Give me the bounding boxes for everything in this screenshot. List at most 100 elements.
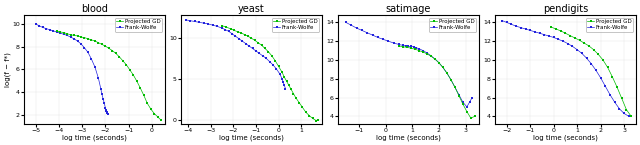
Projected GD — [248, 37, 255, 39]
Frank-Wolfe — [200, 22, 207, 24]
Projected GD — [419, 51, 427, 53]
Frank-Wolfe — [273, 68, 280, 70]
Frank-Wolfe — [235, 38, 243, 40]
Projected GD — [234, 31, 242, 33]
Projected GD — [427, 55, 435, 57]
Projected GD — [77, 36, 85, 38]
Projected GD — [571, 37, 579, 39]
Frank-Wolfe — [269, 64, 277, 66]
Frank-Wolfe — [399, 45, 407, 46]
Projected GD — [129, 74, 137, 76]
Projected GD — [552, 28, 560, 30]
Frank-Wolfe — [98, 93, 106, 95]
Projected GD — [91, 40, 99, 42]
Projected GD — [67, 34, 74, 36]
X-axis label: log time (seconds): log time (seconds) — [533, 134, 598, 141]
Frank-Wolfe — [536, 32, 543, 34]
Frank-Wolfe — [186, 20, 194, 22]
Y-axis label: log(f − f*): log(f − f*) — [4, 52, 11, 87]
Frank-Wolfe — [74, 40, 81, 42]
Projected GD — [451, 86, 459, 88]
Frank-Wolfe — [588, 63, 595, 65]
Projected GD — [251, 39, 259, 41]
Frank-Wolfe — [402, 45, 410, 47]
Frank-Wolfe — [625, 115, 632, 117]
Frank-Wolfe — [616, 108, 623, 110]
Projected GD — [561, 32, 569, 34]
Projected GD — [275, 66, 282, 67]
Projected GD — [147, 108, 155, 110]
Projected GD — [415, 50, 423, 51]
Frank-Wolfe — [32, 23, 40, 25]
Line: Frank-Wolfe: Frank-Wolfe — [184, 19, 287, 90]
Frank-Wolfe — [249, 48, 257, 49]
Frank-Wolfe — [35, 25, 43, 27]
Frank-Wolfe — [259, 55, 267, 57]
Projected GD — [241, 34, 248, 36]
Line: Projected GD: Projected GD — [221, 24, 319, 122]
Projected GD — [95, 42, 102, 44]
Projected GD — [609, 76, 616, 78]
Projected GD — [305, 115, 313, 116]
Frank-Wolfe — [466, 101, 474, 103]
Projected GD — [283, 80, 291, 82]
Frank-Wolfe — [410, 46, 417, 48]
Frank-Wolfe — [39, 27, 47, 28]
Frank-Wolfe — [468, 97, 476, 98]
Frank-Wolfe — [191, 21, 198, 22]
Frank-Wolfe — [103, 112, 111, 113]
Projected GD — [105, 48, 113, 49]
Frank-Wolfe — [419, 50, 427, 51]
Frank-Wolfe — [63, 35, 71, 36]
Frank-Wolfe — [455, 94, 463, 96]
Frank-Wolfe — [100, 103, 108, 104]
Projected GD — [122, 64, 130, 66]
Frank-Wolfe — [459, 101, 467, 103]
Projected GD — [623, 109, 630, 111]
Frank-Wolfe — [255, 52, 263, 54]
Frank-Wolfe — [508, 23, 515, 25]
Projected GD — [431, 58, 439, 60]
Frank-Wolfe — [49, 30, 57, 32]
Frank-Wolfe — [52, 31, 60, 33]
Line: Frank-Wolfe: Frank-Wolfe — [501, 19, 630, 117]
Frank-Wolfe — [531, 31, 539, 33]
Frank-Wolfe — [498, 20, 506, 21]
Frank-Wolfe — [578, 52, 586, 54]
Frank-Wolfe — [374, 37, 381, 38]
Projected GD — [312, 120, 320, 121]
Projected GD — [289, 93, 297, 94]
Projected GD — [244, 35, 252, 37]
Projected GD — [589, 49, 597, 50]
Frank-Wolfe — [596, 77, 604, 79]
X-axis label: log time (seconds): log time (seconds) — [376, 134, 441, 141]
Frank-Wolfe — [228, 33, 236, 35]
Projected GD — [237, 32, 245, 34]
Line: Frank-Wolfe: Frank-Wolfe — [35, 23, 109, 115]
Projected GD — [136, 87, 144, 89]
Projected GD — [585, 45, 593, 47]
Frank-Wolfe — [276, 73, 284, 75]
Projected GD — [299, 107, 307, 108]
Frank-Wolfe — [81, 47, 88, 49]
Frank-Wolfe — [592, 69, 600, 71]
Frank-Wolfe — [435, 62, 443, 64]
Projected GD — [271, 60, 279, 62]
Projected GD — [292, 97, 300, 98]
Projected GD — [580, 42, 588, 44]
Projected GD — [407, 47, 415, 49]
Projected GD — [264, 51, 272, 53]
Projected GD — [154, 116, 162, 118]
Projected GD — [70, 35, 78, 36]
Projected GD — [287, 89, 295, 90]
Projected GD — [126, 69, 134, 71]
Line: Projected GD: Projected GD — [55, 30, 163, 122]
Frank-Wolfe — [545, 35, 553, 37]
Frank-Wolfe — [568, 46, 576, 47]
Frank-Wolfe — [404, 46, 412, 47]
Frank-Wolfe — [582, 57, 590, 59]
Projected GD — [84, 38, 92, 40]
Frank-Wolfe — [463, 106, 470, 108]
Frank-Wolfe — [427, 55, 435, 57]
Frank-Wolfe — [214, 26, 221, 27]
